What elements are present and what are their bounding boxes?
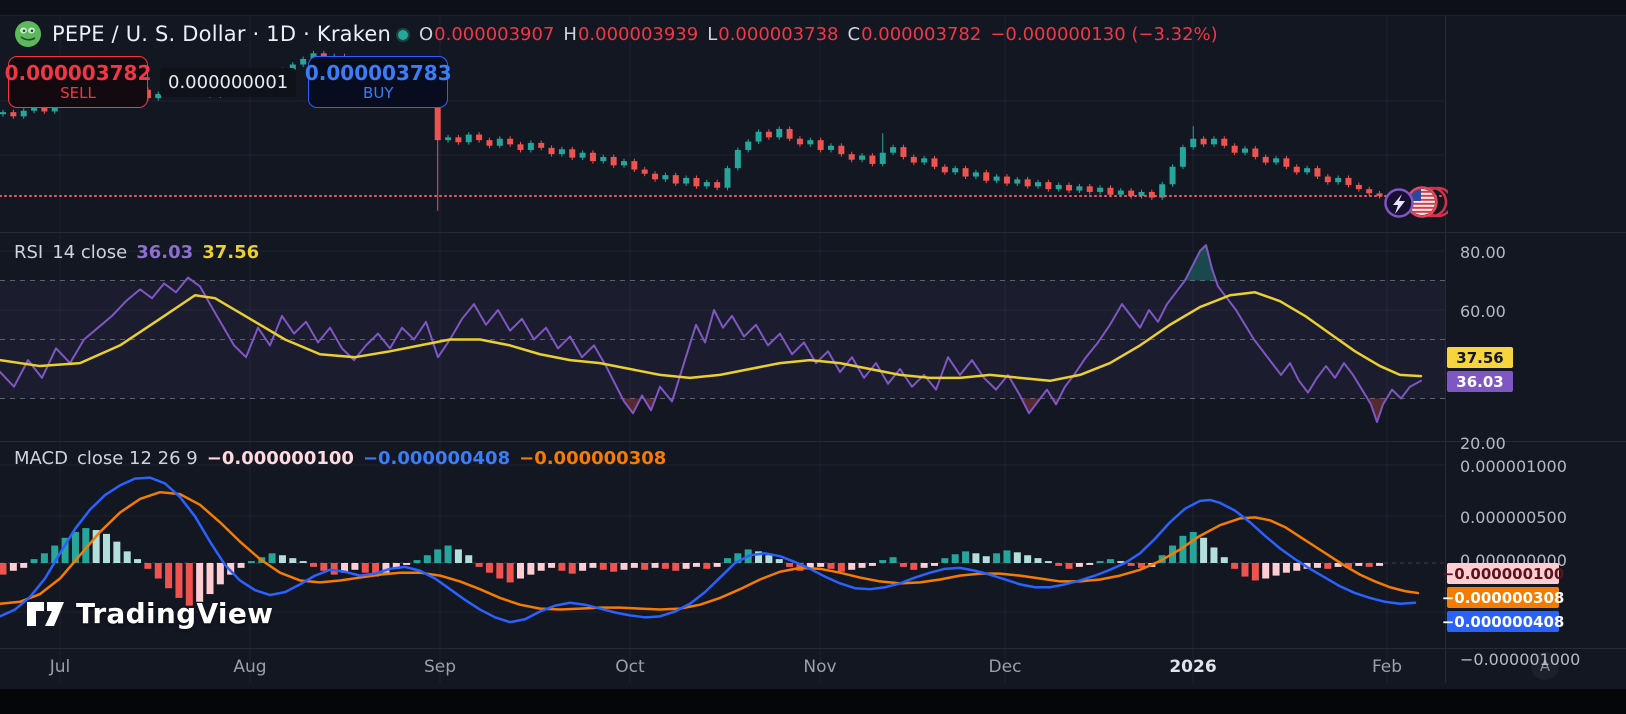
buy-button[interactable]: 0.000003783 BUY [305, 56, 452, 108]
symbol-title: PEPE / U. S. Dollar · 1D · Kraken [52, 22, 391, 46]
ohlc-row: O 0.000003907 H 0.000003939 L 0.000003738 C… [396, 24, 1218, 45]
rsi-ma-value: 37.56 [202, 242, 260, 263]
buy-label: BUY [363, 83, 394, 102]
rsi-params: 14 close [52, 242, 128, 263]
y-axis-label: −0.000001000 [1460, 650, 1581, 669]
pepe-coin-icon [14, 20, 42, 48]
sell-button[interactable]: 0.000003782 SELL [5, 56, 151, 108]
lightning-coin-icon [1384, 188, 1414, 218]
high-value: 0.000003939 [577, 24, 699, 45]
price-axis-badge: 36.03 [1447, 371, 1513, 392]
open-value: 0.000003907 [434, 24, 555, 45]
macd-hist-value: −0.000000100 [206, 448, 354, 469]
chart-canvas[interactable] [0, 0, 1626, 683]
top-toolbar-strip [0, 0, 1626, 16]
price-axis-badge: −0.000000100 [1441, 563, 1565, 584]
y-axis-label: 80.00 [1460, 243, 1506, 262]
sell-label: SELL [60, 83, 96, 102]
pair-logo-cluster [1382, 178, 1454, 230]
sell-price: 0.000003782 [4, 60, 152, 85]
x-axis-label: 2026 [1169, 657, 1217, 677]
change-value: −0.000000130 (−3.32%) [990, 24, 1218, 45]
bottom-bar [0, 689, 1626, 714]
macd-params: close 12 26 9 [76, 448, 198, 469]
x-axis-label: Feb [1371, 657, 1403, 677]
low-label: L [707, 24, 718, 45]
macd-indicator-header[interactable]: MACD close 12 26 9 −0.000000100 −0.00000… [14, 448, 666, 469]
rsi-indicator-header[interactable]: RSI 14 close 36.03 37.56 [14, 242, 259, 263]
macd-name: MACD [14, 448, 68, 469]
symbol-header[interactable]: PEPE / U. S. Dollar · 1D · Kraken [14, 20, 391, 48]
time-axis[interactable]: A Jul Aug Sep Oct Nov Dec 2026 Feb [0, 649, 1626, 684]
price-axis-badge: 37.56 [1447, 347, 1513, 368]
x-axis-label: Nov [803, 657, 837, 677]
high-label: H [563, 24, 577, 45]
trade-buttons: 0.000003782 SELL 0.000000001 0.000003783… [5, 56, 452, 108]
close-label: C [847, 24, 861, 45]
tradingview-logo-text: TradingView [76, 597, 274, 630]
series-color-dot-icon [396, 27, 410, 42]
rsi-value: 36.03 [136, 242, 194, 263]
x-axis-label: Sep [423, 657, 457, 677]
spread-value: 0.000000001 [160, 67, 297, 97]
y-axis-label: 0.000000500 [1460, 508, 1567, 527]
price-axis-badge: −0.000000308 [1441, 587, 1565, 608]
open-label: O [419, 24, 434, 45]
tradingview-logo-icon [26, 599, 66, 629]
low-value: 0.000003738 [718, 24, 839, 45]
x-axis-label: Jul [49, 657, 71, 677]
macd-line-value: −0.000000408 [362, 448, 511, 469]
price-axis[interactable]: 80.00 60.00 20.00 0.000001000 0.000000500 0.0… [1441, 0, 1626, 683]
y-axis-label: 60.00 [1460, 302, 1506, 321]
close-value: 0.000003782 [861, 24, 982, 45]
price-axis-badge: −0.000000408 [1441, 611, 1565, 632]
buy-price: 0.000003783 [304, 60, 452, 85]
x-axis-label: Dec [988, 657, 1022, 677]
macd-signal-value: −0.000000308 [519, 448, 667, 469]
y-axis-label: 0.000001000 [1460, 457, 1567, 476]
tradingview-watermark[interactable]: TradingView [26, 597, 273, 630]
y-axis-label: 20.00 [1460, 434, 1506, 453]
x-axis-label: Oct [615, 657, 645, 677]
rsi-name: RSI [14, 242, 44, 263]
x-axis-label: Aug [233, 657, 267, 677]
auto-scale-button[interactable]: A [1531, 652, 1559, 680]
